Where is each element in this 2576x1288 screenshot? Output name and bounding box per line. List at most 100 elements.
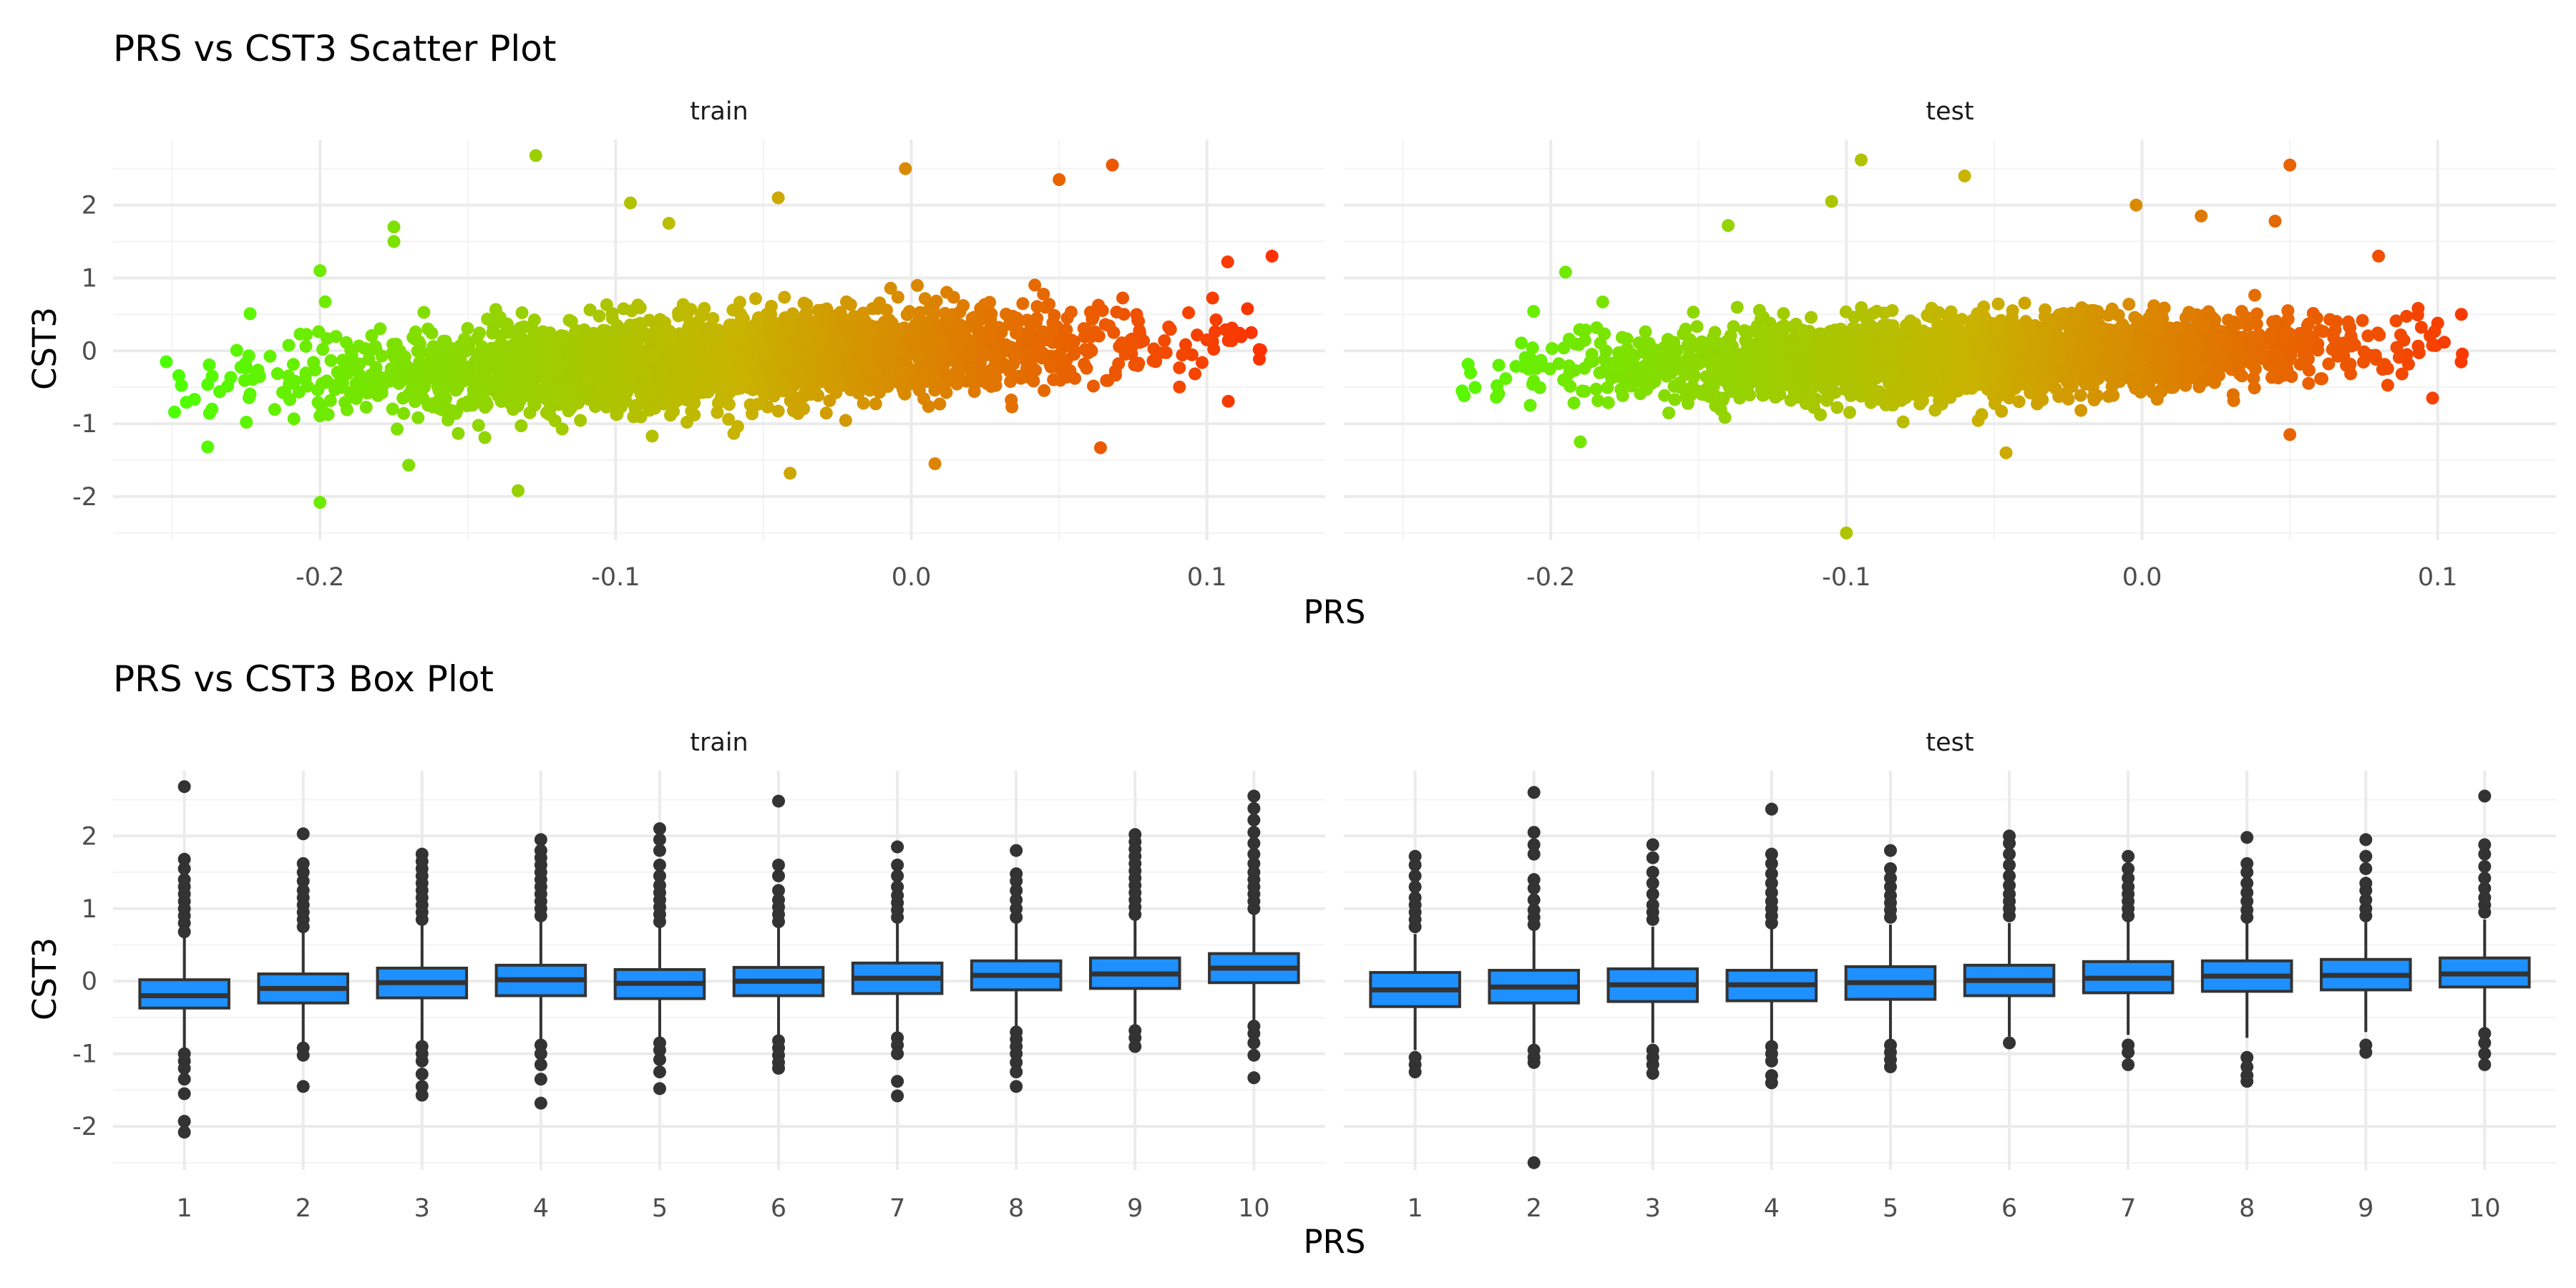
scatter-point: [2059, 386, 2073, 400]
scatter-point: [240, 361, 253, 375]
scatter-point: [2122, 298, 2136, 311]
scatter-point: [396, 360, 409, 374]
scatter-point: [167, 405, 181, 419]
scatter-point: [1085, 313, 1099, 326]
scatter-point: [666, 364, 680, 377]
scatter-point: [911, 278, 924, 292]
scatter-point: [702, 370, 716, 384]
scatter-point: [940, 386, 953, 399]
scatter-point: [313, 409, 327, 423]
scatter-point: [1078, 357, 1091, 371]
scatter-point: [461, 395, 474, 409]
scatter-point: [1036, 325, 1050, 338]
scatter-point: [1176, 348, 1189, 362]
scatter-point: [1060, 323, 1073, 336]
scatter-point: [952, 326, 965, 340]
scatter-point: [386, 402, 399, 416]
scatter-point: [771, 404, 785, 418]
scatter-point: [912, 384, 926, 397]
scatter-point: [1579, 323, 1592, 337]
scatter-point: [844, 298, 857, 311]
scatter-point: [444, 404, 457, 417]
scatter-title: PRS vs CST3 Scatter Plot: [113, 28, 556, 69]
scatter-point: [720, 390, 733, 404]
scatter-point: [1568, 364, 1581, 377]
scatter-point: [529, 149, 542, 162]
scatter-point: [391, 422, 404, 436]
scatter-point: [930, 294, 943, 308]
scatter-point: [778, 291, 791, 304]
scatter-point: [1206, 291, 1219, 305]
scatter-point: [815, 303, 829, 317]
scatter-point: [1527, 374, 1541, 388]
scatter-point: [2006, 304, 2019, 318]
scatter-point: [2150, 319, 2164, 333]
scatter-point: [2323, 313, 2337, 326]
scatter-point: [583, 303, 597, 317]
scatter-point: [243, 387, 257, 401]
scatter-point: [599, 389, 613, 402]
scatter-point: [784, 467, 797, 480]
scatter-point: [818, 314, 831, 328]
scatter-point: [839, 323, 853, 337]
scatter-point: [880, 348, 894, 361]
scatter-point: [662, 217, 675, 230]
scatter-point: [685, 404, 698, 418]
scatter-point: [1843, 406, 1856, 419]
scatter-point: [1886, 399, 1900, 412]
scatter-point: [1254, 343, 1267, 357]
scatter-point: [299, 339, 313, 353]
scatter-point: [203, 358, 216, 371]
scatter-point: [1221, 394, 1235, 408]
scatter-point: [1093, 441, 1107, 454]
scatter-point: [967, 385, 981, 399]
scatter-point: [224, 371, 238, 384]
scatter-point: [856, 350, 869, 364]
scatter-point: [1185, 348, 1199, 361]
scatter-point: [1048, 308, 1061, 322]
scatter-point: [531, 364, 545, 377]
scatter-point: [891, 291, 904, 304]
scatter-point: [1028, 278, 1042, 292]
scatter-point: [2250, 307, 2264, 321]
scatter-point: [1030, 300, 1044, 313]
scatter-point: [1030, 311, 1044, 325]
scatter-point: [797, 402, 811, 416]
scatter-point: [802, 364, 816, 377]
scatter-point: [1195, 356, 1209, 369]
scatter-point: [791, 348, 805, 362]
scatter-point: [1043, 298, 1056, 311]
scatter-point: [1038, 384, 1051, 397]
scatter-point: [851, 379, 864, 392]
scatter-point: [577, 323, 591, 336]
scatter-point: [823, 394, 836, 407]
scatter-point: [2401, 357, 2415, 371]
scatter-point: [933, 397, 947, 411]
scatter-point: [1010, 326, 1023, 340]
scatter-point: [765, 316, 779, 330]
scatter-point: [1772, 328, 1786, 342]
scatter-point: [1821, 382, 1835, 396]
scatter-point: [242, 349, 255, 363]
scatter-point: [369, 361, 383, 374]
scatter-point: [680, 415, 694, 429]
scatter-point: [172, 369, 185, 382]
scatter-point: [2397, 333, 2411, 347]
scatter-point: [512, 484, 525, 497]
scatter-point: [1007, 357, 1020, 371]
x-tick-label: -0.1: [591, 563, 640, 592]
scatter-point: [2222, 313, 2235, 327]
scatter-point: [1064, 306, 1078, 319]
y-tick-label: -1: [72, 410, 97, 439]
scatter-point: [457, 337, 470, 351]
scatter-point: [857, 306, 870, 320]
scatter-point: [359, 401, 373, 414]
scatter-point: [721, 369, 734, 382]
scatter-point: [574, 414, 587, 427]
scatter-point: [787, 366, 801, 380]
scatter-point: [635, 318, 648, 332]
scatter-point: [515, 306, 529, 320]
y-tick-label: 2: [82, 192, 97, 220]
scatter-point: [311, 396, 325, 409]
scatter-point: [555, 334, 569, 348]
